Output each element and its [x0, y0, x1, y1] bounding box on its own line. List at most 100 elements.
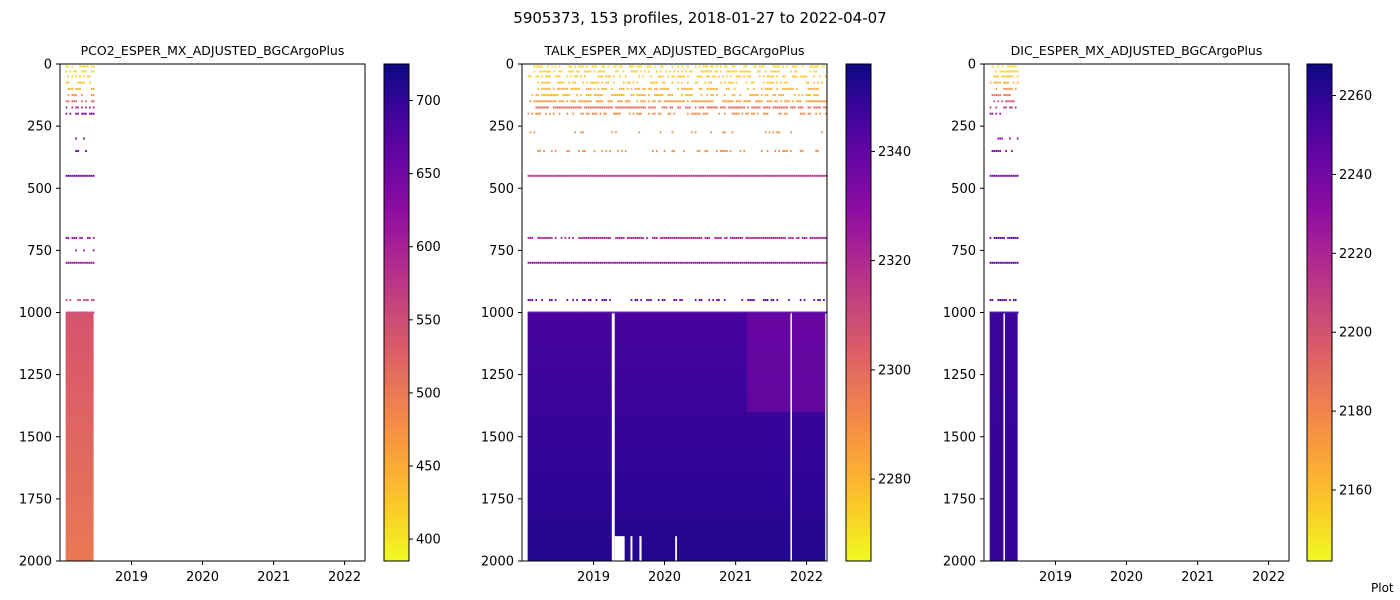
sample-mark	[1001, 236, 1003, 239]
sample-mark	[85, 70, 87, 73]
sample-mark	[739, 94, 742, 97]
sample-mark	[782, 75, 784, 78]
sample-mark	[825, 236, 827, 239]
sample-mark	[595, 106, 598, 109]
sample-mark	[83, 65, 85, 68]
sample-mark	[75, 112, 78, 115]
sample-mark	[671, 106, 674, 109]
sample-mark	[87, 65, 89, 68]
sample-mark	[537, 81, 540, 84]
sample-mark	[564, 106, 567, 109]
data-gap-4	[639, 536, 642, 561]
sample-mark	[801, 112, 804, 115]
sample-mark	[603, 236, 606, 239]
sample-mark	[819, 311, 821, 314]
sample-mark	[617, 100, 619, 103]
sample-mark	[712, 87, 714, 90]
sample-mark	[595, 94, 598, 97]
sample-mark	[73, 94, 76, 97]
sample-mark	[720, 174, 722, 177]
sample-mark	[807, 100, 810, 103]
sample-mark	[714, 87, 716, 90]
sample-mark	[657, 311, 660, 314]
sample-mark	[576, 106, 578, 109]
sample-mark	[541, 81, 543, 84]
sample-mark	[737, 106, 740, 109]
sample-mark	[727, 106, 730, 109]
sample-mark	[799, 311, 802, 314]
sample-mark	[543, 311, 545, 314]
sample-mark	[729, 149, 732, 152]
sample-mark	[712, 65, 714, 68]
sample-mark	[92, 249, 95, 252]
sample-mark	[574, 75, 576, 78]
sample-mark	[762, 112, 765, 115]
sample-mark	[636, 87, 639, 90]
sample-mark	[545, 311, 547, 314]
colorbar	[845, 63, 872, 562]
sample-mark	[659, 87, 662, 90]
sample-mark	[655, 261, 658, 264]
sample-mark	[778, 131, 781, 134]
sample-mark	[683, 149, 685, 152]
sample-mark	[83, 70, 85, 73]
sample-mark	[570, 65, 573, 68]
sample-mark	[733, 87, 736, 90]
sample-mark	[90, 112, 93, 115]
sample-mark	[591, 81, 594, 84]
sample-mark	[764, 311, 767, 314]
sample-mark	[817, 299, 819, 302]
sample-mark	[529, 236, 532, 239]
sample-mark	[799, 75, 802, 78]
sample-mark	[737, 75, 740, 78]
sample-mark	[725, 70, 728, 73]
sample-mark	[85, 174, 87, 177]
sample-mark	[683, 174, 685, 177]
sample-mark	[683, 75, 685, 78]
sample-mark	[991, 299, 994, 302]
sample-mark	[764, 131, 767, 134]
sample-mark	[687, 87, 689, 90]
sample-mark	[593, 311, 596, 314]
sample-mark	[601, 100, 604, 103]
y-tick-label: 500	[489, 182, 514, 197]
sample-mark	[673, 112, 676, 115]
colorbar	[1306, 63, 1333, 562]
sample-mark	[685, 174, 687, 177]
sample-mark	[665, 100, 668, 103]
sample-mark	[653, 112, 656, 115]
sample-mark	[574, 81, 576, 84]
sample-mark	[599, 70, 602, 73]
sample-mark	[681, 261, 683, 264]
sample-mark	[601, 261, 604, 264]
sample-mark	[809, 70, 812, 73]
sample-mark	[671, 81, 674, 84]
sample-mark	[640, 100, 643, 103]
sample-mark	[580, 131, 582, 134]
sample-mark	[681, 65, 683, 68]
sample-mark	[801, 261, 804, 264]
sample-mark	[741, 70, 744, 73]
sample-mark	[653, 311, 656, 314]
sample-mark	[995, 174, 998, 177]
sample-mark	[795, 261, 798, 264]
sample-mark	[642, 87, 644, 90]
sample-mark	[993, 174, 996, 177]
sample-mark	[753, 65, 755, 68]
sample-mark	[784, 106, 786, 109]
figure-suptitle: 5905373, 153 profiles, 2018-01-27 to 202…	[513, 9, 887, 27]
sample-mark	[1007, 311, 1009, 314]
sample-mark	[720, 261, 722, 264]
sample-mark	[79, 174, 81, 177]
sample-mark	[81, 106, 83, 109]
sample-mark	[659, 131, 662, 134]
sample-mark	[823, 100, 825, 103]
sample-mark	[527, 236, 530, 239]
sample-mark	[764, 94, 767, 97]
sample-mark	[630, 261, 633, 264]
sample-mark	[632, 311, 635, 314]
sample-mark	[543, 70, 545, 73]
sample-mark	[731, 100, 734, 103]
sample-mark	[999, 311, 1002, 314]
sample-mark	[75, 75, 78, 78]
